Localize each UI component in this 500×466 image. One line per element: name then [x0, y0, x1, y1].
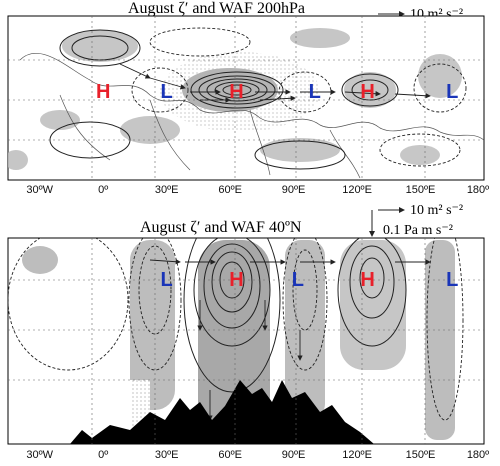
high-label-0: H [96, 81, 110, 103]
x-tick-bottom-6: 150ºE [406, 449, 436, 461]
low-label-2: L [292, 269, 304, 291]
top-shading [8, 28, 462, 170]
bottom-ref-vertical-label: 0.1 Pa m s⁻² [383, 223, 453, 238]
top-coastlines [19, 53, 484, 179]
bottom-dashed-contours [8, 238, 464, 421]
bottom-contours [183, 238, 407, 393]
top-flux-arrows [119, 63, 431, 103]
top-dashed-contours [131, 27, 467, 167]
top-grid [8, 16, 484, 180]
x-tick-top-3: 60ºE [218, 184, 242, 196]
x-tick-top-2: 30ºE [155, 184, 179, 196]
bottom-panel-title: August ζ′ and WAF 40ºN [140, 219, 302, 236]
high-label-1: H [229, 269, 243, 291]
x-tick-bottom-0: 30ºW [26, 449, 53, 461]
x-tick-top-7: 180º [467, 184, 489, 196]
x-tick-bottom-7: 180º [467, 449, 489, 461]
bottom-ref-arrow-label: 10 m² s⁻² [410, 203, 464, 218]
x-tick-top-0: 30ºW [26, 184, 53, 196]
bottom-flux-arrows [149, 259, 431, 421]
high-label-2: H [229, 81, 243, 103]
x-tick-bottom-1: 0º [98, 449, 108, 461]
x-tick-bottom-5: 120ºE [342, 449, 372, 461]
x-tick-top-1: 0º [98, 184, 108, 196]
x-tick-top-5: 120ºE [342, 184, 372, 196]
low-label-3: L [309, 81, 321, 103]
low-label-4: L [446, 269, 458, 291]
x-tick-bottom-4: 90ºE [282, 449, 306, 461]
x-tick-top-4: 90ºE [282, 184, 306, 196]
bottom-grid [8, 238, 484, 444]
top-panel-title: August ζ′ and WAF 200hPa [128, 0, 305, 17]
low-label-5: L [446, 81, 458, 103]
bottom-topography [70, 380, 374, 444]
bottom-x-ticks: 30ºW 0º 30ºE 60ºE 90ºE 120ºE 150ºE 180º [26, 449, 489, 461]
x-tick-top-6: 150ºE [406, 184, 436, 196]
x-tick-bottom-3: 60ºE [218, 449, 242, 461]
low-label-0: L [161, 269, 173, 291]
top-x-ticks: 30ºW 0º 30ºE 60ºE 90ºE 120ºE 150ºE 180º [26, 184, 489, 196]
high-label-4: H [360, 81, 374, 103]
low-label-1: L [161, 81, 173, 103]
high-label-3: H [360, 269, 374, 291]
x-tick-bottom-2: 30ºE [155, 449, 179, 461]
